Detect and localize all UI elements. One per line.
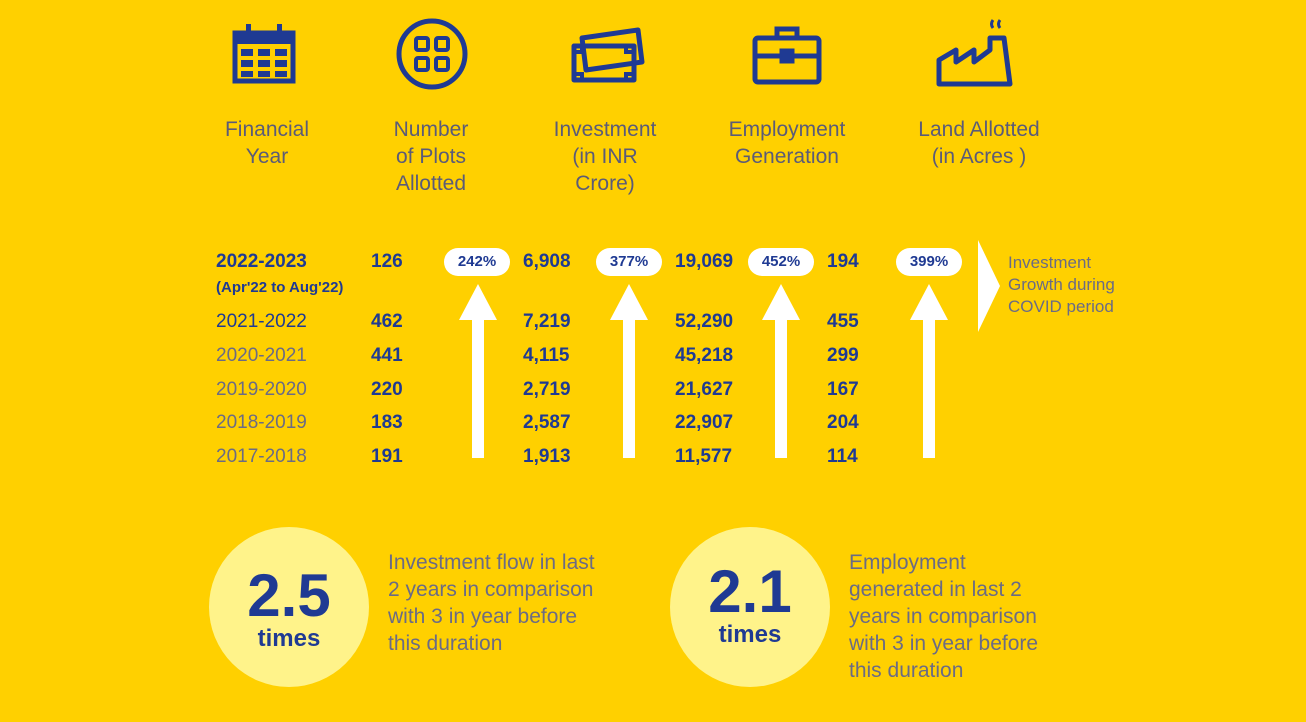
up-arrow-icon [459,284,497,458]
header-plots: Number of Plots Allotted [393,118,469,195]
row-year: 2018-2019 [216,412,307,433]
cell-plots: 220 [371,379,403,400]
row-year: 2021-2022 [216,311,307,332]
growth-note: Investment Growth during COVID period [1008,253,1115,316]
stat-description: Employment generated in last 2 years in … [849,551,1039,682]
grid-icon [392,14,472,94]
cell-plots: 191 [371,446,403,467]
stat-unit: times [718,621,782,648]
up-arrow-icon [910,284,948,458]
factory-icon [934,12,1014,92]
cell-land: 455 [827,311,859,332]
row-year: 2020-2021 [216,345,307,366]
cell-employment: 52,290 [675,311,734,332]
cell-investment: 4,115 [523,345,570,366]
stat-description: Investment flow in last 2 years in compa… [388,551,595,655]
calendar-icon [224,16,304,96]
row-year: 2019-2020 [216,379,307,400]
stat-circle-investment: 2.5 times [209,527,369,687]
cell-investment: 6,908 [523,251,571,272]
cell-investment: 2,587 [523,412,571,433]
header-financial-year: Financial Year [224,118,310,168]
cell-plots: 441 [371,345,403,366]
stat-unit: times [257,625,321,652]
header-land: Land Allotted (in Acres ) [918,118,1040,168]
cell-employment: 11,577 [675,446,733,467]
up-arrow-icon [610,284,648,458]
growth-badge-investment: 377% [596,248,662,276]
chevron-right-icon [978,240,1000,332]
growth-badge-employment: 452% [748,248,814,276]
growth-badge-land: 399% [896,248,962,276]
cell-plots: 462 [371,311,403,332]
cell-land: 167 [827,379,859,400]
cell-employment: 21,627 [675,379,734,400]
cell-land: 194 [827,251,859,272]
stat-circle-employment: 2.1 times [670,527,830,687]
header-employment: Employment Generation [728,118,846,168]
header-investment: Investment (in INR Crore) [553,118,657,195]
row-year-note: (Apr'22 to Aug'22) [216,279,344,296]
money-icon [568,16,648,96]
cell-plots: 126 [371,251,403,272]
briefcase-icon [747,16,827,96]
cell-land: 114 [827,446,858,467]
cell-employment: 22,907 [675,412,734,433]
cell-plots: 183 [371,412,403,433]
cell-land: 204 [827,412,859,433]
stat-value: 2.5 [247,562,331,629]
cell-investment: 7,219 [523,311,571,332]
up-arrow-icon [762,284,800,458]
cell-land: 299 [827,345,859,366]
cell-investment: 1,913 [523,446,571,467]
row-year: 2017-2018 [216,446,307,467]
row-year: 2022-2023 [216,251,307,272]
stat-value: 2.1 [708,558,792,625]
cell-employment: 45,218 [675,345,734,366]
growth-badge-plots: 242% [444,248,510,276]
cell-employment: 19,069 [675,251,734,272]
cell-investment: 2,719 [523,379,571,400]
